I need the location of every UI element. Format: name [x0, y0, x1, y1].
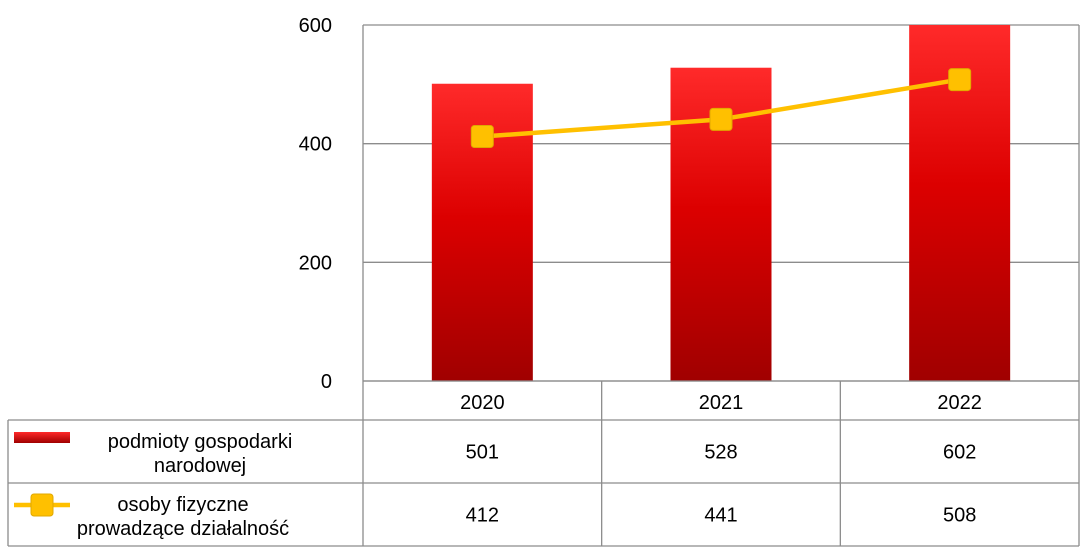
data-label: 602	[943, 442, 976, 464]
x-tick-label: 2022	[937, 392, 982, 414]
y-tick-label: 600	[299, 15, 332, 37]
x-tick-label: 2021	[699, 392, 744, 414]
bar-series	[431, 25, 1011, 382]
legend-label: podmioty gospodarki narodowej	[108, 431, 293, 477]
data-label: 508	[943, 505, 976, 527]
y-tick-label: 400	[299, 134, 332, 156]
line-point	[709, 107, 733, 131]
x-tick-label: 2020	[460, 392, 505, 414]
line-point	[470, 125, 494, 149]
legend-label-line: narodowej	[154, 455, 246, 477]
y-tick-label: 0	[321, 371, 332, 393]
legend-key-marker	[30, 493, 54, 517]
data-label: 528	[704, 442, 737, 464]
data-label: 412	[466, 505, 499, 527]
y-tick-label: 200	[299, 252, 332, 274]
data-label: 441	[704, 505, 737, 527]
y-axis: 0 200 400 600	[299, 15, 332, 393]
legend-label-line: prowadzące działalność	[77, 518, 289, 540]
legend-label-line: osoby fizyczne	[117, 494, 248, 516]
line-series	[470, 68, 972, 149]
legend-label: osoby fizyczne prowadzące działalność	[77, 494, 289, 540]
data-table: 2020 2021 2022 podmioty gospodarki narodowej…	[7, 380, 1080, 547]
legend-label-line: podmioty gospodarki	[108, 431, 293, 453]
line-point	[948, 68, 972, 92]
legend-key-bar	[14, 432, 70, 443]
data-label: 501	[466, 442, 499, 464]
